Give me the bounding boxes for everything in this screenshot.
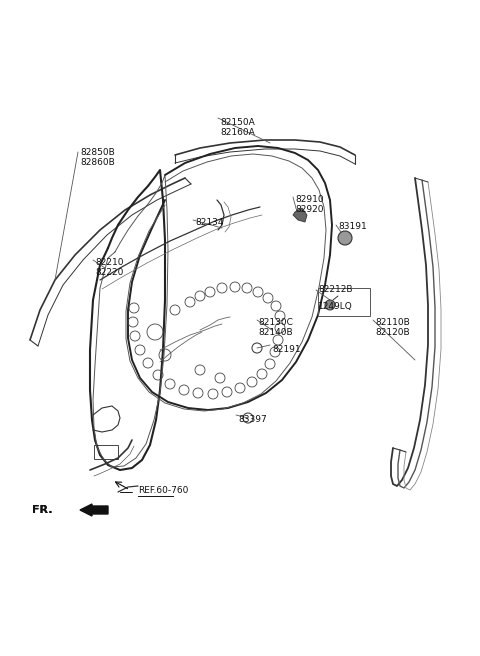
Text: 82212B: 82212B (318, 285, 352, 294)
Text: 1249LQ: 1249LQ (318, 302, 353, 311)
Circle shape (325, 300, 335, 310)
Text: 82191: 82191 (272, 345, 300, 354)
Text: 82150A
82160A: 82150A 82160A (220, 118, 255, 137)
Text: FR.: FR. (32, 505, 52, 515)
Text: 82910
82920: 82910 82920 (295, 195, 324, 215)
Text: FR.: FR. (32, 505, 52, 515)
Text: 82210
82220: 82210 82220 (95, 258, 123, 277)
Text: 82850B
82860B: 82850B 82860B (80, 148, 115, 167)
Text: 83397: 83397 (238, 415, 267, 424)
Text: 82134: 82134 (195, 218, 224, 227)
Bar (318, 288, 370, 316)
FancyArrow shape (80, 504, 108, 516)
Text: 82130C
82140B: 82130C 82140B (258, 318, 293, 337)
Text: REF.60-760: REF.60-760 (138, 486, 188, 495)
Text: 83191: 83191 (338, 222, 367, 231)
Text: 82110B
82120B: 82110B 82120B (375, 318, 410, 337)
Bar (94, 445, 118, 459)
Polygon shape (293, 208, 307, 222)
Circle shape (338, 231, 352, 245)
